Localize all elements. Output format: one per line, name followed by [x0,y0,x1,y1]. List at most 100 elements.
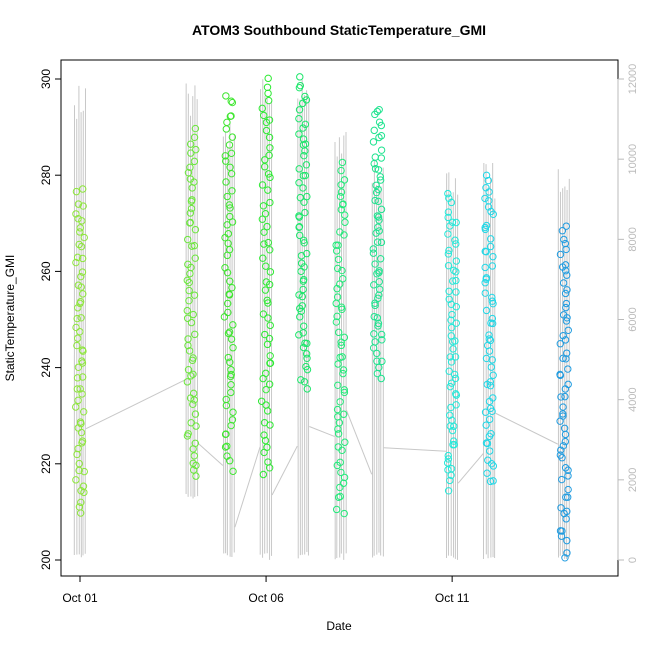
data-point [561,430,570,439]
data-point [373,369,382,378]
data-point [370,281,378,289]
data-point [448,426,457,435]
data-point [74,334,82,342]
data-point [299,236,308,244]
data-point [295,179,303,187]
data-point [224,329,233,338]
data-point [259,254,267,262]
data-point [564,485,572,494]
altitude-transit-line [495,412,559,445]
data-point [486,336,495,345]
data-point [374,319,383,328]
data-point [78,437,87,445]
data-point [184,335,192,343]
altitude-transit-line [85,379,186,430]
data-point [187,318,196,327]
data-point [561,289,570,298]
data-point [296,231,304,240]
data-point [190,452,198,460]
data-point [559,354,567,363]
data-point [221,443,230,451]
data-point [452,276,460,285]
data-point [444,250,453,258]
data-point [192,422,200,430]
data-point [74,200,83,208]
data-point [452,257,461,265]
data-point [79,185,87,193]
data-point [74,444,82,453]
data-point [262,401,270,409]
data-point [340,333,349,342]
data-point [446,353,454,361]
data-point [223,299,232,308]
data-point [485,415,494,424]
data-point [189,389,198,398]
data-point [369,249,378,257]
data-point [562,245,570,254]
data-point [222,92,230,100]
data-point [225,201,234,209]
data-point [265,116,274,124]
data-point [452,288,460,296]
data-point [486,382,495,390]
data-point [226,277,234,285]
data-point [374,197,383,206]
data-point [488,262,497,270]
data-point [370,330,378,338]
data-point [261,209,270,218]
data-point [377,146,386,154]
data-point [373,349,381,358]
data-point [189,310,197,319]
data-point [376,285,384,294]
data-point [79,202,87,210]
data-point [300,198,308,206]
data-point [332,318,341,326]
y2-tick-label: 8000 [627,227,639,251]
data-point [482,421,490,429]
data-point [376,176,385,184]
data-point [450,440,458,449]
data-point [374,185,382,194]
data-point [559,442,568,450]
data-point [444,455,453,463]
data-point [373,238,382,246]
data-point [191,439,199,447]
data-point [185,286,193,295]
data-point [557,532,566,540]
data-point [558,227,567,235]
data-point [302,161,311,169]
data-point [452,268,460,276]
data-point [481,194,489,203]
data-point [229,321,237,329]
data-point [262,385,270,394]
data-point [563,549,571,557]
data-point [190,157,199,166]
data-point [482,439,491,447]
data-point [447,316,455,324]
data-point [262,262,270,270]
data-point [376,173,385,181]
data-point [226,163,234,171]
data-point [447,300,456,308]
x-tick-label: Oct 11 [435,591,470,605]
data-point [224,230,233,238]
data-point [563,349,571,357]
data-point [191,254,199,262]
data-point [300,151,308,160]
data-point [564,365,572,373]
data-point [295,222,304,231]
altitude-transit-line [234,446,261,528]
data-point [489,252,497,261]
data-point [264,238,273,247]
data-point [190,291,199,299]
data-point [452,401,460,409]
data-point [563,507,571,516]
data-point [559,279,568,287]
data-point [371,153,379,161]
data-point [484,456,492,464]
data-point [486,447,494,455]
data-point [337,341,346,350]
data-point [333,264,342,273]
data-point [557,393,565,401]
